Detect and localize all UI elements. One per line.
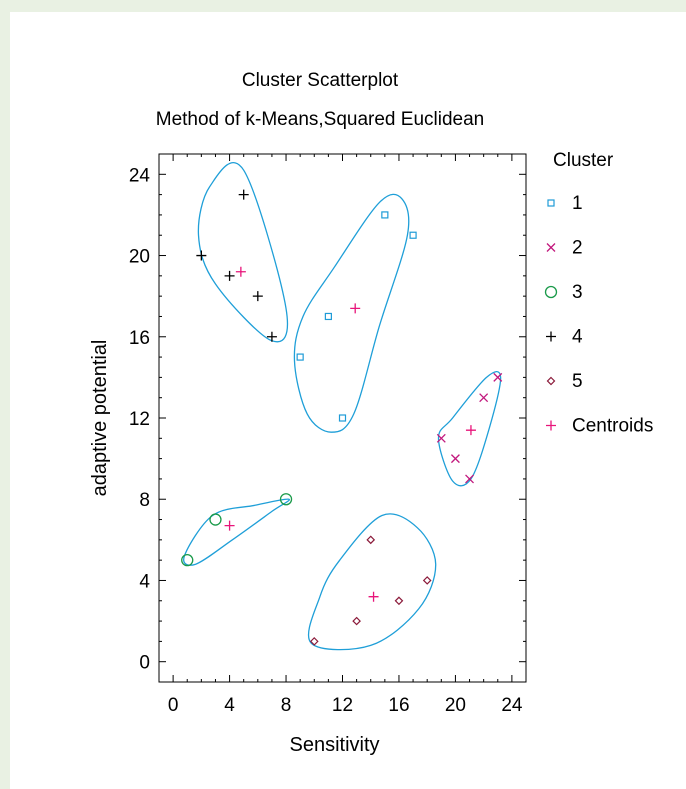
legend-label: 3 <box>572 282 583 303</box>
cluster-scatterplot: Cluster Scatterplot Method of k-Means,Sq… <box>89 70 653 756</box>
y-tick-label: 24 <box>129 165 151 186</box>
cluster-4-outline <box>183 498 291 566</box>
centroid-point <box>368 591 379 602</box>
cluster-2-point <box>465 474 474 484</box>
centroid-point <box>224 520 235 531</box>
cluster-3-point <box>279 493 293 506</box>
chart-panel: Cluster Scatterplot Method of k-Means,Sq… <box>10 12 686 789</box>
y-axis-label: adaptive potential <box>89 340 111 497</box>
legend-label: Centroids <box>572 416 653 437</box>
cluster-4-point <box>224 270 235 281</box>
y-tick-label: 16 <box>129 328 150 349</box>
cluster-1-point <box>324 312 332 321</box>
x-tick-label: 20 <box>445 695 466 716</box>
legend-marker-3 <box>544 285 558 299</box>
centroid-point <box>465 425 476 436</box>
cluster-3-point <box>181 554 194 567</box>
chart-subtitle: Method of k-Means,Squared Euclidean <box>156 109 484 130</box>
cluster-1-point <box>338 414 347 422</box>
y-tick-label: 4 <box>139 571 150 592</box>
data-points <box>181 189 503 646</box>
x-tick-label: 8 <box>281 695 292 716</box>
x-tick-label: 24 <box>501 695 523 716</box>
y-tick-label: 12 <box>129 409 150 430</box>
x-tick-label: 16 <box>388 695 409 716</box>
cluster-4-point <box>252 291 263 302</box>
legend-marker-6 <box>546 420 556 431</box>
cluster-4-point <box>266 331 277 342</box>
plot-frame <box>158 153 527 683</box>
x-axis-label: Sensitivity <box>289 734 379 756</box>
cluster-5-point <box>366 535 376 545</box>
cluster-5-point <box>309 637 319 646</box>
x-tick-label: 4 <box>224 695 235 716</box>
cluster-3-point <box>209 513 222 526</box>
cluster-1-point <box>296 353 304 361</box>
cluster-5-outline <box>307 513 437 651</box>
legend-label: 2 <box>572 238 583 259</box>
x-tick-label: 0 <box>168 695 179 716</box>
legend-marker-5 <box>546 376 556 386</box>
centroid-point <box>350 303 361 314</box>
cluster-5-point <box>422 576 432 585</box>
legend-marker-4 <box>546 331 556 342</box>
cluster-2-point <box>436 433 446 443</box>
centroid-point <box>235 266 246 277</box>
x-tick-label: 12 <box>332 695 353 716</box>
legend: Cluster 1 2 3 4 5 Centroids <box>544 150 653 437</box>
cluster-4-point <box>238 189 249 200</box>
cluster-4-point <box>196 250 207 261</box>
cluster-1-point <box>381 211 389 219</box>
cluster-5-point <box>352 616 361 626</box>
cluster-2-point <box>493 372 503 382</box>
legend-title: Cluster <box>553 150 614 171</box>
cluster-5-point <box>394 596 404 606</box>
legend-label: 1 <box>572 193 583 214</box>
cluster-1-point <box>409 231 417 239</box>
cluster-ellipses <box>183 162 502 651</box>
cluster-1-outline <box>197 162 289 343</box>
y-tick-label: 20 <box>129 247 150 268</box>
cluster-3-outline <box>437 371 502 487</box>
legend-label: 4 <box>572 327 583 348</box>
cluster-2-point <box>450 454 460 464</box>
legend-label: 5 <box>572 371 583 392</box>
cluster-2-outline <box>293 193 410 433</box>
legend-marker-1 <box>547 199 555 207</box>
legend-marker-2 <box>546 243 556 252</box>
y-tick-label: 0 <box>139 653 150 674</box>
cluster-2-point <box>479 393 489 403</box>
y-tick-label: 8 <box>139 490 150 511</box>
chart-title: Cluster Scatterplot <box>242 70 399 91</box>
plot-axes: 0 4 8 12 16 20 24 0 4 8 12 16 20 24 Sensitivity adaptiv… <box>89 153 527 756</box>
